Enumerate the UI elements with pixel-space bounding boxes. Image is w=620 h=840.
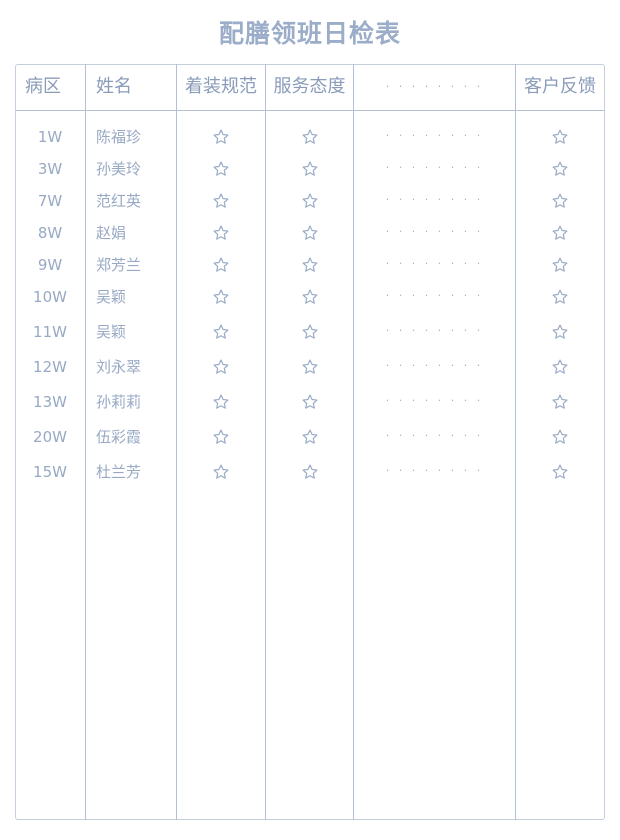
name-cell: 杜兰芳 — [96, 463, 142, 481]
star-outline-icon[interactable] — [551, 428, 569, 446]
column-divider — [265, 64, 266, 820]
row-more-placeholder: · · · · · · · · — [385, 193, 484, 206]
star-outline-icon[interactable] — [301, 358, 319, 376]
star-outline-icon[interactable] — [212, 393, 230, 411]
star-outline-icon[interactable] — [212, 192, 230, 210]
row-more-placeholder: · · · · · · · · — [385, 359, 484, 372]
page-title: 配膳领班日检表 — [218, 19, 401, 48]
name-cell: 吴颖 — [96, 288, 127, 306]
header-name: 姓名 — [96, 76, 132, 97]
star-outline-icon[interactable] — [212, 358, 230, 376]
row-more-placeholder: · · · · · · · · — [385, 324, 484, 337]
column-divider — [176, 64, 177, 820]
star-outline-icon[interactable] — [551, 288, 569, 306]
star-outline-icon[interactable] — [212, 463, 230, 481]
star-outline-icon[interactable] — [301, 256, 319, 274]
ward-cell: 9W — [37, 256, 63, 274]
ward-cell: 13W — [33, 393, 67, 411]
ward-cell: 1W — [37, 128, 63, 146]
header-customer-feedback: 客户反馈 — [524, 76, 596, 97]
star-outline-icon[interactable] — [212, 288, 230, 306]
ward-cell: 3W — [37, 160, 63, 178]
column-divider — [85, 64, 86, 820]
name-cell: 吴颖 — [96, 323, 127, 341]
star-outline-icon[interactable] — [301, 128, 319, 146]
ward-cell: 8W — [37, 224, 63, 242]
star-outline-icon[interactable] — [212, 160, 230, 178]
ward-cell: 10W — [33, 288, 67, 306]
row-more-placeholder: · · · · · · · · — [385, 289, 484, 302]
name-cell: 孙莉莉 — [96, 393, 142, 411]
star-outline-icon[interactable] — [551, 192, 569, 210]
row-more-placeholder: · · · · · · · · — [385, 429, 484, 442]
row-more-placeholder: · · · · · · · · — [385, 464, 484, 477]
star-outline-icon[interactable] — [551, 463, 569, 481]
star-outline-icon[interactable] — [212, 224, 230, 242]
row-more-placeholder: · · · · · · · · — [385, 257, 484, 270]
name-cell: 郑芳兰 — [96, 256, 142, 274]
star-outline-icon[interactable] — [212, 128, 230, 146]
name-cell: 范红英 — [96, 192, 142, 210]
star-outline-icon[interactable] — [301, 288, 319, 306]
name-cell: 刘永翠 — [96, 358, 142, 376]
row-more-placeholder: · · · · · · · · — [385, 129, 484, 142]
star-outline-icon[interactable] — [551, 358, 569, 376]
name-cell: 孙美玲 — [96, 160, 142, 178]
star-outline-icon[interactable] — [301, 323, 319, 341]
name-cell: 赵娟 — [96, 224, 127, 242]
star-outline-icon[interactable] — [301, 463, 319, 481]
star-outline-icon[interactable] — [551, 256, 569, 274]
star-outline-icon[interactable] — [212, 256, 230, 274]
header-divider — [16, 110, 604, 111]
star-outline-icon[interactable] — [551, 128, 569, 146]
header-service-attitude: 服务态度 — [273, 76, 346, 97]
star-outline-icon[interactable] — [301, 428, 319, 446]
star-outline-icon[interactable] — [551, 224, 569, 242]
star-outline-icon[interactable] — [212, 428, 230, 446]
star-outline-icon[interactable] — [301, 393, 319, 411]
row-more-placeholder: · · · · · · · · — [385, 225, 484, 238]
header-ward: 病区 — [25, 76, 61, 97]
column-divider — [353, 64, 354, 820]
star-outline-icon[interactable] — [551, 323, 569, 341]
header-more-columns: · · · · · · · · — [385, 80, 484, 93]
row-more-placeholder: · · · · · · · · — [385, 394, 484, 407]
table-frame — [15, 64, 605, 820]
ward-cell: 7W — [37, 192, 63, 210]
star-outline-icon[interactable] — [551, 160, 569, 178]
star-outline-icon[interactable] — [301, 224, 319, 242]
header-dress-code: 着装规范 — [185, 76, 257, 97]
name-cell: 伍彩霞 — [96, 428, 142, 446]
star-outline-icon[interactable] — [301, 192, 319, 210]
name-cell: 陈福珍 — [96, 128, 142, 146]
star-outline-icon[interactable] — [212, 323, 230, 341]
ward-cell: 20W — [33, 428, 67, 446]
ward-cell: 15W — [33, 463, 67, 481]
star-outline-icon[interactable] — [551, 393, 569, 411]
ward-cell: 12W — [33, 358, 67, 376]
row-more-placeholder: · · · · · · · · — [385, 161, 484, 174]
star-outline-icon[interactable] — [301, 160, 319, 178]
column-divider — [515, 64, 516, 820]
ward-cell: 11W — [33, 323, 67, 341]
